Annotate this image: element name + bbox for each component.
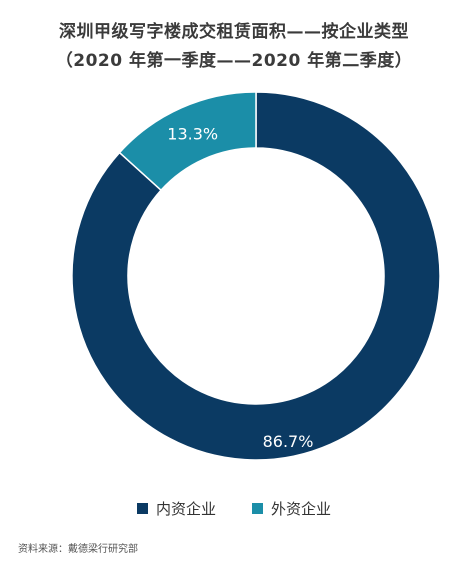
legend-item-domestic: 内资企业	[136, 498, 216, 519]
donut-slice-foreign	[118, 91, 257, 192]
donut-chart: 86.7% 13.3%	[71, 91, 441, 461]
legend-item-foreign: 外资企业	[252, 498, 331, 519]
legend-swatch-foreign	[252, 503, 263, 514]
donut-slice-domestic	[71, 91, 441, 461]
source-note: 资料来源：戴德梁行研究部	[18, 544, 138, 555]
data-label-domestic: 86.7%	[263, 432, 314, 451]
chart-legend: 内资企业 外资企业	[0, 498, 468, 519]
chart-subtitle: （2020 年第一季度——2020 年第二季度）	[55, 51, 413, 71]
legend-swatch-domestic	[136, 503, 148, 514]
data-label-foreign: 13.3%	[167, 124, 218, 143]
chart-title: 深圳甲级写字楼成交租赁面积——按企业类型	[59, 22, 409, 42]
legend-label-domestic: 内资企业	[155, 500, 216, 518]
legend-label-foreign: 外资企业	[271, 500, 332, 518]
